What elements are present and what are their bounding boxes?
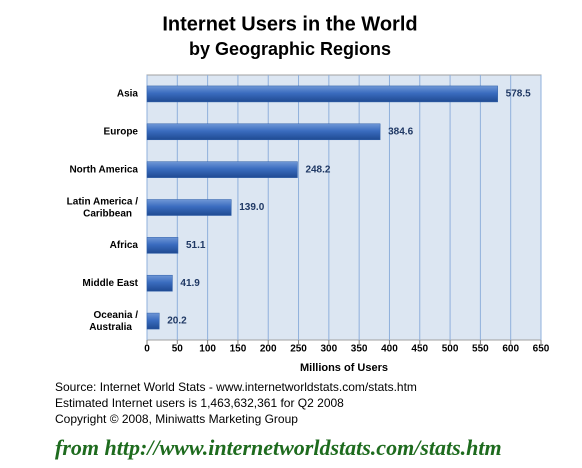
x-tick-label: 450 [411, 344, 428, 355]
bar [146, 199, 232, 216]
y-tick-label: Europe [104, 126, 139, 137]
chart-subtitle: by Geographic Regions [189, 39, 391, 59]
chart-title: Internet Users in the World [162, 13, 417, 35]
value-label: 51.1 [186, 240, 206, 251]
y-tick-label: North America [69, 164, 138, 175]
x-axis-title: Millions of Users [300, 362, 388, 374]
bar [146, 161, 298, 178]
x-tick-label: 300 [321, 344, 338, 355]
x-tick-label: 350 [351, 344, 368, 355]
value-label: 41.9 [180, 278, 200, 289]
x-tick-label: 150 [230, 344, 247, 355]
bar [146, 85, 498, 103]
bar [146, 237, 179, 254]
x-tick-label: 400 [381, 344, 398, 355]
y-tick-label: Latin America / Caribbean [67, 196, 139, 219]
note: Estimated Internet users is 1,463,632,36… [55, 396, 344, 410]
value-label: 20.2 [167, 316, 187, 327]
bar [146, 274, 173, 292]
x-tick-label: 500 [442, 344, 459, 355]
x-tick-label: 0 [144, 344, 150, 355]
bar [146, 123, 381, 141]
value-label: 139.0 [239, 202, 264, 213]
x-tick-label: 200 [260, 344, 277, 355]
x-tick-label: 250 [290, 344, 307, 355]
value-label: 384.6 [388, 126, 413, 137]
value-label: 248.2 [305, 164, 330, 175]
x-tick-label: 550 [472, 344, 489, 355]
x-tick-label: 600 [502, 344, 519, 355]
note: Source: Internet World Stats - www.inter… [55, 380, 417, 394]
bar [146, 312, 160, 330]
y-tick-label: Africa [110, 240, 139, 251]
x-tick-label: 50 [172, 344, 184, 355]
footer: from http://www.internetworldstats.com/s… [55, 435, 502, 460]
note: Copyright © 2008, Miniwatts Marketing Gr… [55, 412, 298, 426]
x-tick-label: 650 [533, 344, 550, 355]
y-tick-label: Oceania / Australia [89, 310, 138, 333]
y-tick-label: Middle East [82, 278, 138, 289]
x-tick-label: 100 [199, 344, 216, 355]
y-tick-label: Asia [117, 89, 139, 100]
value-label: 578.5 [506, 89, 531, 100]
